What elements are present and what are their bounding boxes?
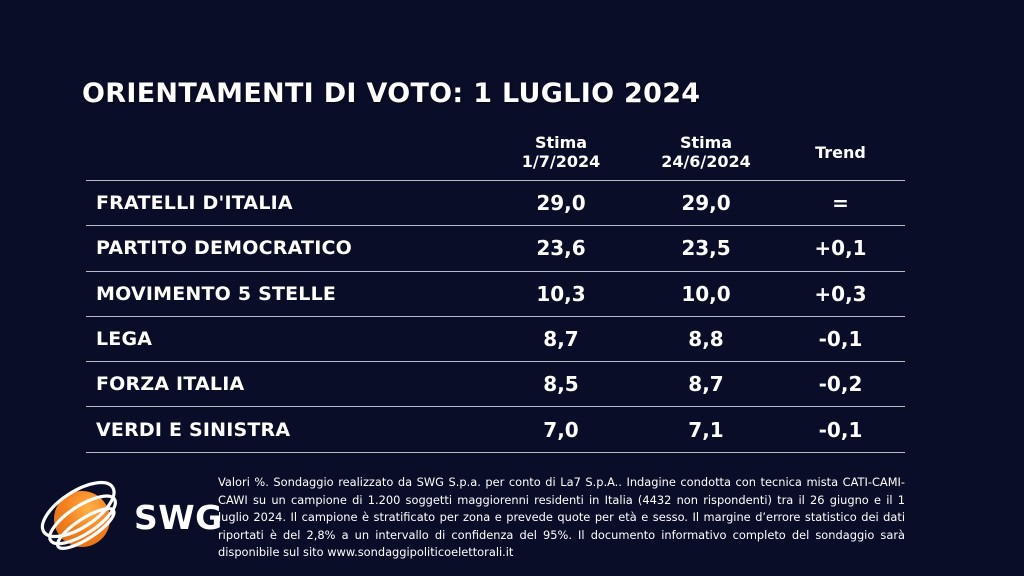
swg-logo-text: SWG xyxy=(134,498,223,538)
header-stima-current-date: 1/7/2024 xyxy=(521,152,601,171)
swg-globe-icon xyxy=(40,477,126,559)
stima-previous-value: 8,8 xyxy=(688,327,724,352)
stima-current-value: 8,7 xyxy=(543,327,579,352)
stima-previous-value: 29,0 xyxy=(681,191,731,216)
header-stima-previous-date: 24/6/2024 xyxy=(661,152,751,171)
footer: SWG Valori %. Sondaggio realizzato da SW… xyxy=(40,474,905,562)
trend-value: +0,3 xyxy=(814,281,867,306)
table-row: MOVIMENTO 5 STELLE 10,3 10,0 +0,3 xyxy=(86,272,905,317)
stima-current-value: 7,0 xyxy=(543,417,579,442)
trend-value: = xyxy=(832,191,849,216)
stima-previous-value: 23,5 xyxy=(681,236,731,261)
survey-disclaimer-text: Valori %. Sondaggio realizzato da SWG S.… xyxy=(218,475,905,560)
stima-previous-value: 10,0 xyxy=(681,281,731,306)
table-row: PARTITO DEMOCRATICO 23,6 23,5 +0,1 xyxy=(86,226,905,272)
trend-value: +0,1 xyxy=(814,236,867,261)
header-stima-previous: Stima 24/6/2024 xyxy=(636,133,776,171)
party-name: FRATELLI D'ITALIA xyxy=(96,192,293,215)
stima-previous-value: 7,1 xyxy=(688,417,724,442)
table-row: LEGA 8,7 8,8 -0,1 xyxy=(86,317,905,363)
trend-value: -0,1 xyxy=(818,417,863,442)
table-row: FRATELLI D'ITALIA 29,0 29,0 = xyxy=(86,181,905,227)
stima-current-value: 23,6 xyxy=(536,236,586,261)
stima-previous-value: 8,7 xyxy=(688,372,724,397)
party-name: PARTITO DEMOCRATICO xyxy=(96,237,352,260)
header-stima-previous-label: Stima xyxy=(679,133,733,152)
stima-current-value: 10,3 xyxy=(536,281,586,306)
table-header-row: Stima 1/7/2024 Stima 24/6/2024 Trend xyxy=(86,128,905,181)
trend-value: -0,1 xyxy=(818,327,863,352)
stima-current-value: 8,5 xyxy=(543,372,579,397)
party-name: VERDI E SINISTRA xyxy=(96,418,291,441)
trend-value: -0,2 xyxy=(818,372,863,397)
swg-logo: SWG xyxy=(40,477,222,559)
header-stima-current-label: Stima xyxy=(534,133,588,152)
party-name: LEGA xyxy=(96,328,153,351)
table-row: FORZA ITALIA 8,5 8,7 -0,2 xyxy=(86,362,905,408)
party-name: MOVIMENTO 5 STELLE xyxy=(96,282,337,305)
stima-current-value: 29,0 xyxy=(536,191,586,216)
header-stima-current: Stima 1/7/2024 xyxy=(486,133,636,171)
party-name: FORZA ITALIA xyxy=(96,373,245,396)
table-row: VERDI E SINISTRA 7,0 7,1 -0,1 xyxy=(86,407,905,453)
poll-table: Stima 1/7/2024 Stima 24/6/2024 Trend FRA… xyxy=(86,128,905,453)
page-title: ORIENTAMENTI DI VOTO: 1 LUGLIO 2024 xyxy=(82,78,701,109)
header-trend: Trend xyxy=(815,142,866,162)
